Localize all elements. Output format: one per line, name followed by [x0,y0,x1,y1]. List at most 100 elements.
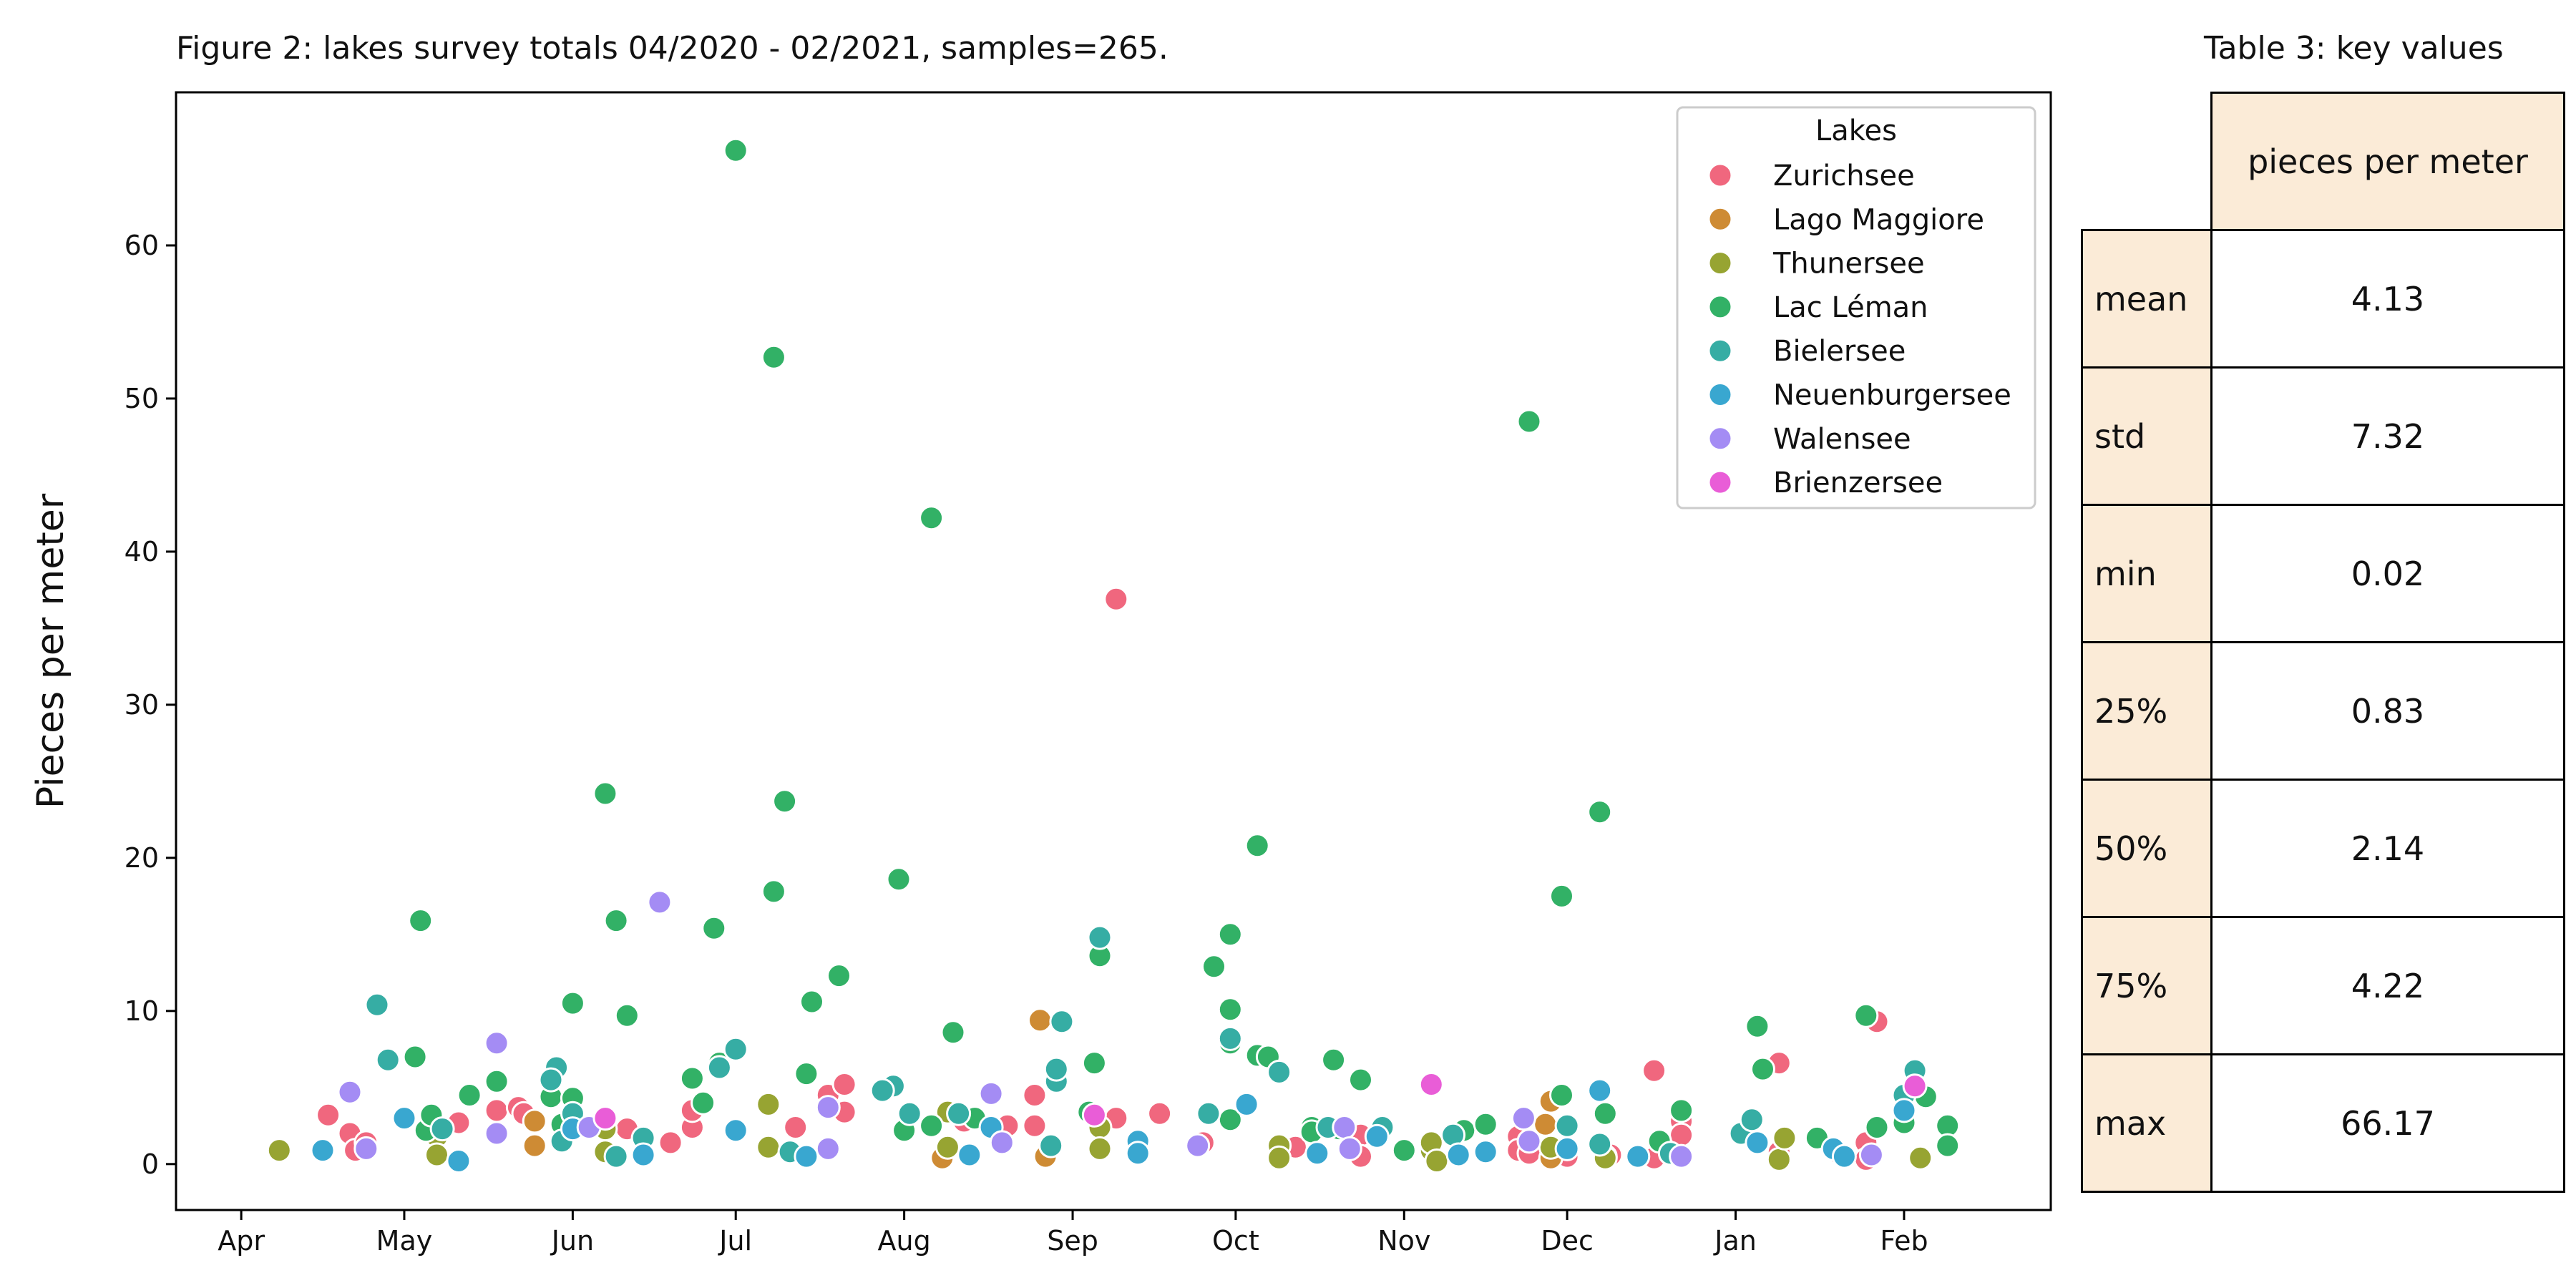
x-axis: Apr May Jun Jul Aug Sep Oct Nov Dec Jan Feb [218,1210,1928,1257]
x-tick-label-4: Aug [878,1225,931,1257]
plot-marks [266,137,1961,1174]
point-4-14 [897,1101,922,1126]
point-3-53 [1592,1101,1618,1126]
point-3-15 [691,1090,716,1116]
x-tick-label-10: Feb [1880,1225,1928,1257]
scatter-chart: Figure 2: lakes survey totals 04/2020 - … [29,30,2052,1257]
y-axis: 0 10 20 30 40 50 60 [125,230,176,1180]
point-5-21 [1831,1143,1857,1169]
x-tick-label-0: Apr [218,1225,265,1257]
legend-marker-6 [1707,426,1733,452]
legend: Lakes Zurichsee Lago Maggiore Thunersee Lac… [1676,106,2036,509]
point-3-14 [679,1065,705,1091]
point-0-21 [1103,586,1129,612]
legend-label-7: Brienzersee [1773,467,1943,499]
point-2-9 [935,1134,960,1160]
legend-marker-1 [1707,206,1733,232]
point-5-10 [1125,1141,1151,1166]
legend-marker-4 [1707,338,1733,364]
row-label: max [2081,1053,2212,1193]
point-3-23 [826,963,852,989]
point-3-59 [1853,1002,1879,1028]
point-4-21 [1196,1101,1221,1126]
point-3-39 [1244,833,1270,859]
point-7-1 [1081,1102,1107,1128]
point-5-17 [1587,1078,1613,1103]
x-tick-label-3: Jul [718,1225,752,1257]
point-5-14 [1445,1142,1471,1168]
point-4-20 [1087,924,1113,950]
legend-label-5: Neuenburgersee [1773,379,2011,412]
point-0-20 [1022,1113,1048,1138]
point-5-22 [1891,1098,1917,1123]
point-6-1 [353,1136,379,1161]
table-row: std 7.32 [2081,366,2565,506]
point-3-0 [408,908,434,934]
point-6-10 [1185,1133,1211,1158]
row-value: 66.17 [2210,1053,2565,1193]
row-value: 0.02 [2210,504,2565,643]
y-tick-label-4: 40 [125,536,159,567]
point-3-1 [402,1044,428,1070]
table-row: 25% 0.83 [2081,641,2565,781]
point-2-11 [1087,1136,1113,1161]
legend-label-4: Bielersee [1773,335,1906,368]
point-4-27 [1587,1131,1613,1157]
point-4-4 [538,1067,564,1093]
legend-marker-2 [1707,250,1733,276]
row-value: 4.13 [2210,229,2565,369]
point-4-9 [706,1055,732,1080]
point-5-1 [391,1106,417,1131]
point-6-5 [647,889,673,915]
point-6-8 [978,1080,1004,1106]
point-2-20 [1772,1125,1797,1151]
point-3-17 [723,137,748,163]
table-row: max 66.17 [2081,1053,2565,1193]
x-tick-label-1: May [376,1225,433,1257]
point-6-7 [815,1136,841,1161]
row-label: 25% [2081,641,2212,781]
y-tick-label-6: 60 [125,230,159,261]
legend-marker-5 [1707,382,1733,407]
point-3-51 [1549,1083,1574,1108]
point-6-15 [1669,1143,1694,1169]
plot-frame [175,91,2052,1211]
point-5-18 [1625,1143,1651,1169]
point-3-18 [761,344,786,370]
point-5-5 [723,1118,748,1143]
table-row: mean 4.13 [2081,229,2565,369]
point-2-16 [1424,1148,1450,1174]
point-3-55 [1669,1098,1694,1123]
table-header: pieces per meter [2210,92,2565,231]
y-tick-label-2: 20 [125,842,159,874]
point-3-13 [701,915,727,941]
point-3-50 [1549,883,1574,909]
point-2-2 [424,1142,449,1168]
x-tick-label-8: Dec [1541,1225,1594,1257]
point-5-12 [1304,1141,1330,1166]
row-value: 2.14 [2210,779,2565,918]
point-2-7 [756,1134,781,1160]
point-3-12 [614,1002,640,1028]
point-6-0 [337,1079,363,1105]
point-7-3 [1902,1073,1928,1099]
point-0-34 [1641,1058,1667,1083]
point-3-11 [603,908,629,934]
point-6-2 [484,1030,509,1056]
point-5-0 [310,1138,336,1163]
point-6-3 [484,1121,509,1146]
key-values-table: pieces per meter mean 4.13 std 7.32 min 0.02 2… [2081,92,2565,1193]
x-tick-label-6: Oct [1212,1225,1259,1257]
point-4-13 [869,1078,895,1103]
legend-marker-3 [1707,294,1733,320]
point-3-52 [1587,799,1613,825]
point-4-2 [429,1116,455,1142]
point-3-57 [1750,1056,1775,1082]
point-3-28 [940,1020,966,1045]
point-0-13 [783,1115,809,1140]
point-5-2 [446,1148,472,1174]
point-3-19 [761,879,786,904]
point-5-19 [1745,1130,1770,1156]
point-6-16 [1858,1142,1884,1168]
x-tick-label-7: Nov [1377,1225,1430,1257]
